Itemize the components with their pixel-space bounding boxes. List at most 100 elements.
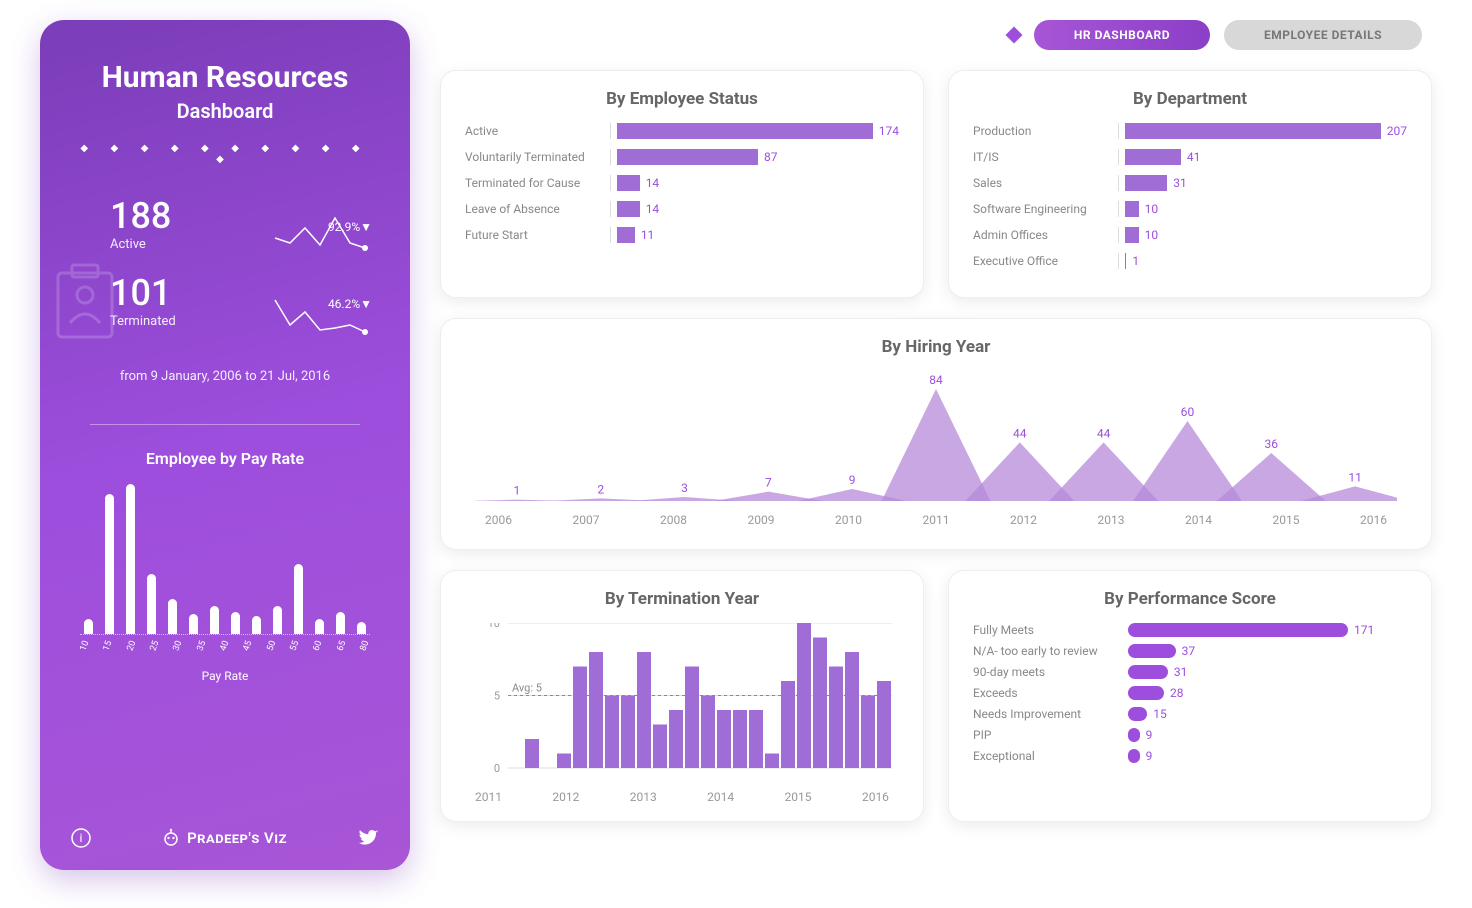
termination-bar bbox=[525, 739, 539, 768]
tab-hr-dashboard[interactable]: HR DASHBOARD bbox=[1034, 20, 1210, 50]
card-hiring-year: By Hiring Year 12379844444603611 2006200… bbox=[440, 318, 1432, 550]
card-performance: By Performance Score Fully Meets 171 N/A-… bbox=[948, 570, 1432, 822]
hbar bbox=[617, 149, 758, 165]
perf-value: 37 bbox=[1182, 644, 1196, 658]
payrate-bar bbox=[294, 564, 303, 634]
hbar-label: Admin Offices bbox=[973, 228, 1118, 242]
hbar-label: Executive Office bbox=[973, 254, 1118, 268]
payrate-bar bbox=[168, 599, 177, 634]
divider-line bbox=[90, 424, 360, 425]
hiring-value: 44 bbox=[1097, 426, 1111, 440]
hiring-value: 44 bbox=[1013, 426, 1027, 440]
termination-bar bbox=[829, 667, 843, 769]
perf-row: Fully Meets 171 bbox=[973, 623, 1407, 637]
perf-pill bbox=[1128, 707, 1147, 721]
perf-pill bbox=[1128, 665, 1168, 679]
footer-brand: Pradeep's Viz bbox=[161, 828, 287, 848]
termination-bar bbox=[797, 623, 811, 768]
info-icon[interactable]: i bbox=[70, 827, 92, 849]
hiring-triangle bbox=[1217, 453, 1326, 501]
termination-bar bbox=[781, 681, 795, 768]
twitter-icon[interactable] bbox=[356, 826, 380, 850]
svg-text:0: 0 bbox=[494, 762, 500, 775]
hbar bbox=[1125, 123, 1381, 139]
hbar-label: Software Engineering bbox=[973, 202, 1118, 216]
perf-value: 15 bbox=[1153, 707, 1167, 721]
hbar-row: Software Engineering 10 bbox=[973, 201, 1407, 217]
hbar-label: Terminated for Cause bbox=[465, 176, 610, 190]
termination-bar bbox=[669, 710, 683, 768]
hbar bbox=[1125, 149, 1181, 165]
hbar bbox=[617, 227, 635, 243]
card-title-performance: By Performance Score bbox=[973, 589, 1407, 609]
termination-bar bbox=[701, 696, 715, 769]
hiring-value: 7 bbox=[765, 476, 772, 490]
payrate-bar bbox=[336, 612, 345, 634]
perf-label: Fully Meets bbox=[973, 623, 1128, 637]
hbar bbox=[617, 123, 873, 139]
hbar-row: Active 174 bbox=[465, 123, 899, 139]
termination-bar bbox=[653, 725, 667, 769]
hbar-row: IT/IS 41 bbox=[973, 149, 1407, 165]
hbar-label: Production bbox=[973, 124, 1118, 138]
robot-icon bbox=[161, 828, 181, 848]
hbar-row: Leave of Absence 14 bbox=[465, 201, 899, 217]
hiring-value: 9 bbox=[849, 473, 856, 487]
payrate-bar bbox=[252, 616, 261, 634]
termination-bar bbox=[685, 667, 699, 769]
termination-bar bbox=[717, 710, 731, 768]
perf-value: 28 bbox=[1170, 686, 1184, 700]
perf-value: 9 bbox=[1146, 728, 1153, 742]
sidebar-panel: Human Resources Dashboard ◆ ◆ ◆ ◆ ◆ ◆ ◆ … bbox=[40, 20, 410, 870]
hbar-row: Admin Offices 10 bbox=[973, 227, 1407, 243]
hiring-triangle bbox=[882, 389, 991, 501]
perf-value: 31 bbox=[1174, 665, 1188, 679]
hbar-label: Voluntarily Terminated bbox=[465, 150, 610, 164]
hbar-value: 41 bbox=[1187, 150, 1201, 164]
hbar-label: Future Start bbox=[465, 228, 610, 242]
payrate-xlabel: Pay Rate bbox=[80, 669, 370, 683]
card-employee-status: By Employee Status Active 174Voluntarily… bbox=[440, 70, 924, 298]
card-title-hiring: By Hiring Year bbox=[465, 337, 1407, 357]
perf-pill bbox=[1128, 644, 1176, 658]
hiring-triangle bbox=[1133, 421, 1242, 501]
perf-pill bbox=[1128, 686, 1164, 700]
perf-label: Needs Improvement bbox=[973, 707, 1128, 721]
perf-row: Needs Improvement 15 bbox=[973, 707, 1407, 721]
perf-row: PIP 9 bbox=[973, 728, 1407, 742]
hbar-label: Leave of Absence bbox=[465, 202, 610, 216]
hbar bbox=[1125, 253, 1126, 269]
hbar bbox=[1125, 201, 1139, 217]
tab-indicator-icon bbox=[1005, 27, 1022, 44]
payrate-bar bbox=[189, 614, 198, 634]
hbar-row: Voluntarily Terminated 87 bbox=[465, 149, 899, 165]
hbar-value: 14 bbox=[646, 176, 660, 190]
termination-bar bbox=[813, 638, 827, 769]
perf-label: N/A- too early to review bbox=[973, 644, 1128, 658]
hiring-value: 11 bbox=[1348, 470, 1362, 484]
payrate-title: Employee by Pay Rate bbox=[70, 449, 380, 468]
hbar-value: 87 bbox=[764, 150, 778, 164]
payrate-bar bbox=[210, 606, 219, 634]
main-content: HR DASHBOARD EMPLOYEE DETAILS By Employe… bbox=[440, 20, 1432, 888]
perf-value: 171 bbox=[1354, 623, 1374, 637]
termination-bar bbox=[557, 754, 571, 769]
id-card-icon bbox=[50, 255, 120, 345]
sidebar-subtitle: Dashboard bbox=[70, 99, 380, 123]
hbar bbox=[617, 175, 640, 191]
payrate-chart: 10152025303540455055606580 Pay Rate bbox=[80, 484, 370, 664]
tab-employee-details[interactable]: EMPLOYEE DETAILS bbox=[1224, 20, 1422, 50]
stat-terminated-label: Terminated bbox=[110, 314, 176, 329]
termination-bar bbox=[733, 710, 747, 768]
termination-bar bbox=[765, 754, 779, 769]
perf-row: Exceeds 28 bbox=[973, 686, 1407, 700]
hbar bbox=[617, 201, 640, 217]
termination-bar bbox=[621, 696, 635, 769]
hiring-value: 84 bbox=[929, 373, 943, 387]
stat-active-label: Active bbox=[110, 237, 171, 252]
hbar-value: 207 bbox=[1387, 124, 1407, 138]
hbar-row: Terminated for Cause 14 bbox=[465, 175, 899, 191]
svg-text:5: 5 bbox=[494, 690, 500, 703]
hbar-row: Executive Office 1 bbox=[973, 253, 1407, 269]
hiring-value: 3 bbox=[681, 481, 688, 495]
